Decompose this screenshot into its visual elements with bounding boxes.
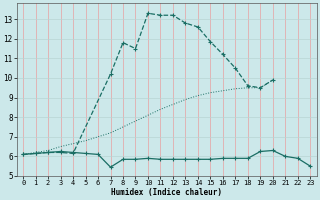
- X-axis label: Humidex (Indice chaleur): Humidex (Indice chaleur): [111, 188, 222, 197]
